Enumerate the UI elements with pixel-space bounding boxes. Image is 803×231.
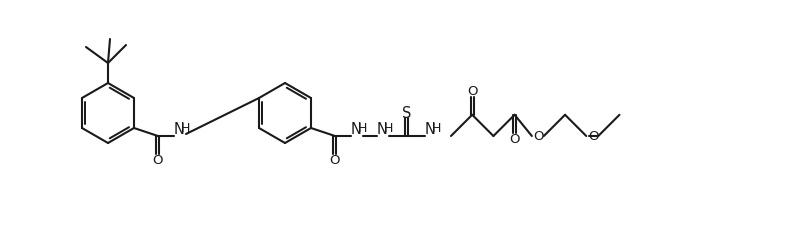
Text: O: O <box>467 85 477 98</box>
Text: N: N <box>173 122 184 137</box>
Text: N: N <box>424 122 435 137</box>
Text: O: O <box>153 154 163 167</box>
Text: N: N <box>376 122 387 137</box>
Text: O: O <box>587 130 597 143</box>
Text: O: O <box>533 130 544 143</box>
Text: S: S <box>402 105 411 120</box>
Text: H: H <box>180 122 190 135</box>
Text: N: N <box>350 122 361 137</box>
Text: H: H <box>430 122 440 135</box>
Text: H: H <box>383 122 392 135</box>
Text: O: O <box>509 133 520 146</box>
Text: H: H <box>357 122 366 135</box>
Text: O: O <box>329 154 340 167</box>
